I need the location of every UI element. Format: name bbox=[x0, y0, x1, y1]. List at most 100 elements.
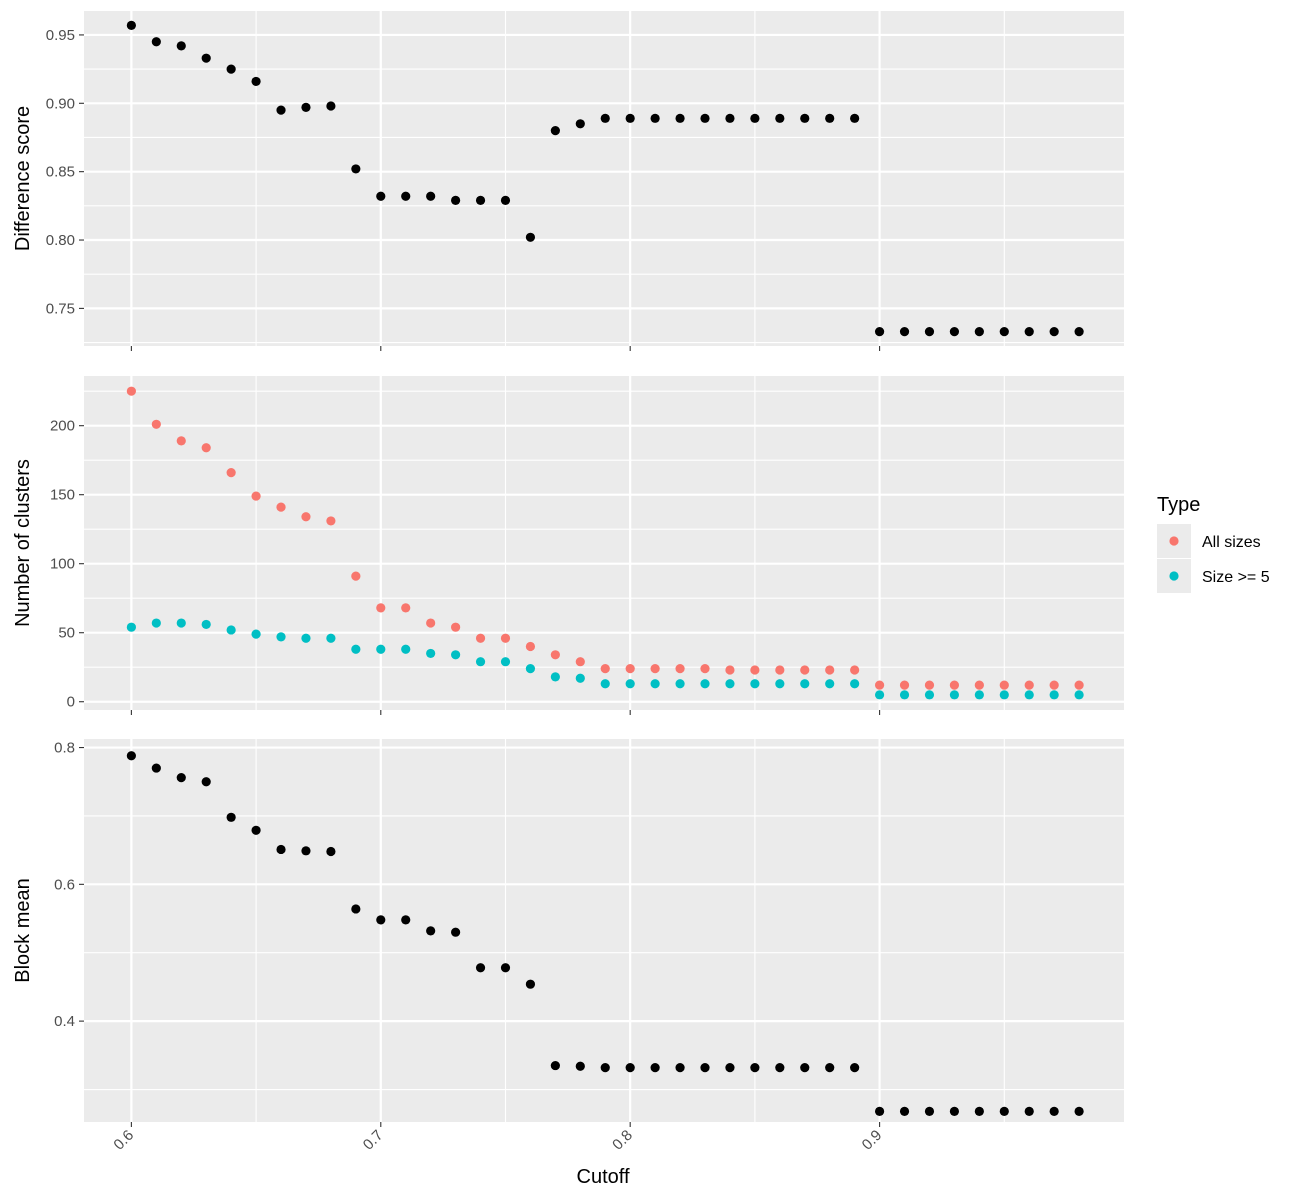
legend-label-all-sizes: All sizes bbox=[1202, 534, 1261, 551]
data-point bbox=[351, 644, 361, 654]
data-point bbox=[675, 113, 685, 123]
data-point bbox=[426, 618, 436, 628]
data-point bbox=[126, 386, 136, 396]
data-point bbox=[750, 665, 760, 675]
data-point bbox=[825, 113, 835, 123]
data-point bbox=[475, 963, 486, 973]
y-axis-title: Number of clusters bbox=[12, 459, 34, 627]
legend-key-all-sizes bbox=[1169, 536, 1179, 546]
data-point bbox=[176, 41, 186, 51]
data-point bbox=[151, 763, 161, 773]
data-point bbox=[999, 680, 1009, 690]
data-point bbox=[899, 327, 910, 337]
data-point bbox=[176, 436, 186, 446]
y-tick-label: 200 bbox=[50, 418, 75, 435]
data-point bbox=[924, 680, 935, 690]
data-point bbox=[401, 603, 411, 613]
data-point bbox=[974, 690, 984, 700]
data-point bbox=[201, 619, 211, 630]
data-point bbox=[800, 665, 810, 675]
y-tick-label: 0.95 bbox=[46, 27, 75, 44]
data-point bbox=[675, 679, 685, 689]
data-point bbox=[1049, 327, 1059, 337]
data-point bbox=[625, 113, 635, 123]
data-point bbox=[850, 113, 860, 123]
data-point bbox=[1074, 690, 1084, 700]
data-point bbox=[675, 663, 685, 674]
y-tick-label: 0.85 bbox=[46, 164, 75, 181]
data-point bbox=[226, 468, 236, 478]
y-axis-title: Block mean bbox=[12, 878, 34, 983]
data-point bbox=[874, 1106, 885, 1116]
data-point bbox=[475, 657, 486, 667]
data-point bbox=[451, 650, 461, 660]
data-point bbox=[575, 1061, 585, 1071]
data-point bbox=[775, 665, 785, 675]
data-point bbox=[401, 191, 411, 201]
x-tick-label: 0.8 bbox=[609, 1127, 636, 1154]
panel-background bbox=[84, 11, 1124, 346]
data-point bbox=[276, 632, 286, 642]
data-point bbox=[451, 195, 461, 205]
data-point bbox=[201, 53, 211, 63]
data-point bbox=[924, 327, 935, 337]
data-point bbox=[251, 825, 261, 835]
data-point bbox=[625, 663, 635, 674]
y-tick-label: 0.80 bbox=[46, 232, 75, 249]
data-point bbox=[426, 648, 436, 659]
data-point bbox=[924, 1106, 935, 1116]
x-tick-label: 0.7 bbox=[360, 1127, 387, 1154]
panel-block-mean: 0.4 0.6 0.8 Block mean bbox=[12, 739, 1124, 1127]
data-point bbox=[550, 672, 560, 682]
y-tick-label: 0.8 bbox=[54, 740, 75, 757]
data-point bbox=[451, 622, 461, 632]
data-point bbox=[825, 1063, 835, 1073]
data-point bbox=[775, 1063, 785, 1073]
data-point bbox=[800, 679, 810, 689]
data-point bbox=[500, 963, 511, 973]
data-point bbox=[650, 113, 660, 123]
data-point bbox=[475, 633, 486, 643]
data-point bbox=[575, 657, 585, 667]
y-tick-label: 0.4 bbox=[54, 1013, 75, 1030]
x-axis-title: Cutoff bbox=[577, 1166, 630, 1188]
data-point bbox=[949, 680, 960, 690]
data-point bbox=[550, 650, 560, 660]
data-point bbox=[126, 622, 136, 632]
data-point bbox=[1049, 690, 1059, 700]
data-point bbox=[874, 680, 885, 690]
data-point bbox=[725, 679, 735, 689]
data-point bbox=[550, 1060, 560, 1071]
data-point bbox=[575, 119, 585, 129]
data-point bbox=[775, 113, 785, 123]
y-axis-title: Difference score bbox=[12, 106, 34, 251]
data-point bbox=[850, 665, 860, 675]
data-point bbox=[525, 663, 536, 674]
data-point bbox=[151, 618, 161, 628]
series-size-5 bbox=[126, 618, 1084, 700]
data-point bbox=[351, 571, 361, 581]
data-point bbox=[800, 113, 810, 123]
data-point bbox=[550, 126, 560, 136]
panel-difference-score: 0.75 0.80 0.85 0.90 0.95 Difference score bbox=[12, 11, 1124, 351]
data-point bbox=[276, 502, 286, 512]
data-point bbox=[151, 37, 161, 47]
data-point bbox=[1024, 690, 1034, 700]
data-point bbox=[850, 679, 860, 689]
data-point bbox=[176, 773, 186, 783]
data-point bbox=[700, 113, 710, 123]
data-point bbox=[525, 232, 536, 242]
legend-title: Type bbox=[1157, 494, 1200, 516]
data-point bbox=[850, 1063, 860, 1073]
data-point bbox=[251, 629, 261, 639]
data-point bbox=[126, 751, 136, 761]
data-point bbox=[351, 904, 361, 914]
data-point bbox=[226, 625, 236, 635]
y-tick-label: 0.75 bbox=[46, 300, 75, 317]
data-point bbox=[326, 101, 336, 111]
data-point bbox=[725, 1063, 735, 1073]
data-point bbox=[176, 618, 186, 628]
data-point bbox=[700, 679, 710, 689]
data-point bbox=[600, 663, 610, 674]
data-point bbox=[650, 679, 660, 689]
